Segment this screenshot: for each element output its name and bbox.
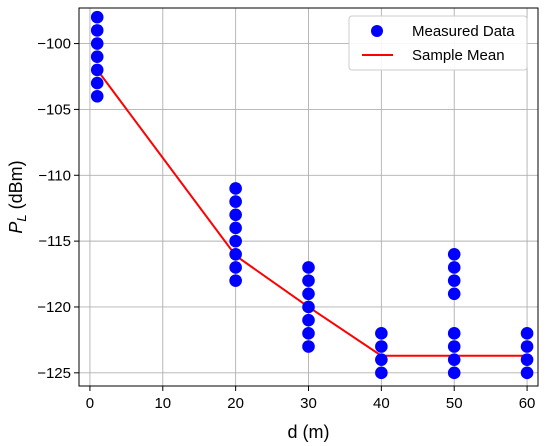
x-tick-label: 10 bbox=[154, 395, 171, 412]
y-tick-label: −125 bbox=[37, 365, 71, 382]
x-tick-label: 0 bbox=[86, 395, 94, 412]
x-tick-label: 30 bbox=[300, 395, 317, 412]
x-tick-labels: 0 10 20 30 40 50 60 bbox=[86, 395, 536, 412]
y-axis-label: PL (dBm) bbox=[6, 160, 29, 233]
measured-data-point bbox=[229, 182, 242, 195]
x-tick-label: 20 bbox=[227, 395, 244, 412]
measured-data-point bbox=[302, 327, 315, 340]
measured-data-point bbox=[90, 50, 104, 64]
measured-data-point bbox=[302, 287, 315, 301]
measured-data-point bbox=[90, 37, 104, 50]
measured-data-point bbox=[90, 10, 104, 24]
tick-marks bbox=[74, 43, 528, 391]
measured-data-point bbox=[375, 353, 388, 366]
measured-data-point bbox=[229, 195, 242, 208]
legend-marker-measured-data bbox=[371, 25, 383, 37]
measured-data-point bbox=[447, 261, 461, 274]
measured-data-point bbox=[302, 340, 315, 353]
measured-data-point bbox=[90, 63, 104, 77]
x-tick-label: 60 bbox=[519, 395, 536, 412]
y-tick-label: −110 bbox=[38, 167, 71, 184]
measured-data-point bbox=[447, 287, 461, 301]
measured-data-point bbox=[447, 327, 461, 340]
measured-data-point bbox=[229, 208, 242, 222]
y-tick-label: −105 bbox=[37, 101, 71, 118]
legend-frame bbox=[348, 15, 528, 71]
y-tick-label: −115 bbox=[38, 233, 71, 250]
measured-data-point bbox=[375, 366, 388, 380]
y-axis-label-main: P bbox=[6, 222, 26, 234]
plot-frame bbox=[78, 7, 539, 387]
measured-data-point bbox=[447, 274, 461, 287]
measured-data-point bbox=[375, 327, 388, 340]
measured-data-point bbox=[375, 340, 388, 353]
x-axis-label: d (m) bbox=[288, 422, 330, 442]
measured-data-point bbox=[229, 261, 242, 274]
measured-data-point bbox=[520, 327, 534, 340]
measured-data-point bbox=[90, 24, 104, 37]
y-tick-label: −120 bbox=[37, 299, 71, 316]
sample-mean-line bbox=[96, 69, 528, 357]
measured-data-point bbox=[447, 353, 461, 366]
legend-label-sample-mean: Sample Mean bbox=[412, 47, 505, 64]
y-axis-label-sub: L bbox=[14, 214, 29, 221]
y-tick-label: −100 bbox=[37, 36, 71, 53]
y-axis-label-unit: (dBm) bbox=[6, 160, 26, 214]
legend-label-measured-data: Measured Data bbox=[412, 23, 515, 40]
measured-data-point bbox=[447, 340, 461, 353]
measured-data-point bbox=[302, 261, 315, 274]
measured-data-point bbox=[447, 366, 461, 380]
measured-data-point bbox=[229, 247, 242, 261]
measured-data-point bbox=[520, 366, 534, 380]
measured-data-point bbox=[447, 247, 461, 261]
data-marks bbox=[90, 10, 534, 380]
measured-data-point bbox=[520, 340, 534, 353]
x-tick-label: 40 bbox=[373, 395, 390, 412]
measured-data-point bbox=[229, 274, 242, 287]
measured-data-point bbox=[520, 353, 534, 366]
measured-data-point bbox=[302, 313, 315, 327]
measured-data-point bbox=[90, 89, 104, 103]
measured-data-point bbox=[90, 76, 104, 90]
measured-data-point bbox=[229, 221, 242, 235]
measured-data-point bbox=[229, 234, 242, 248]
measured-data-point bbox=[302, 300, 315, 314]
x-tick-label: 50 bbox=[446, 395, 463, 412]
y-tick-labels: −100 −105 −110 −115 −120 −125 bbox=[37, 36, 71, 382]
measured-data-point bbox=[302, 274, 315, 287]
legend: Measured Data Sample Mean bbox=[348, 15, 528, 71]
